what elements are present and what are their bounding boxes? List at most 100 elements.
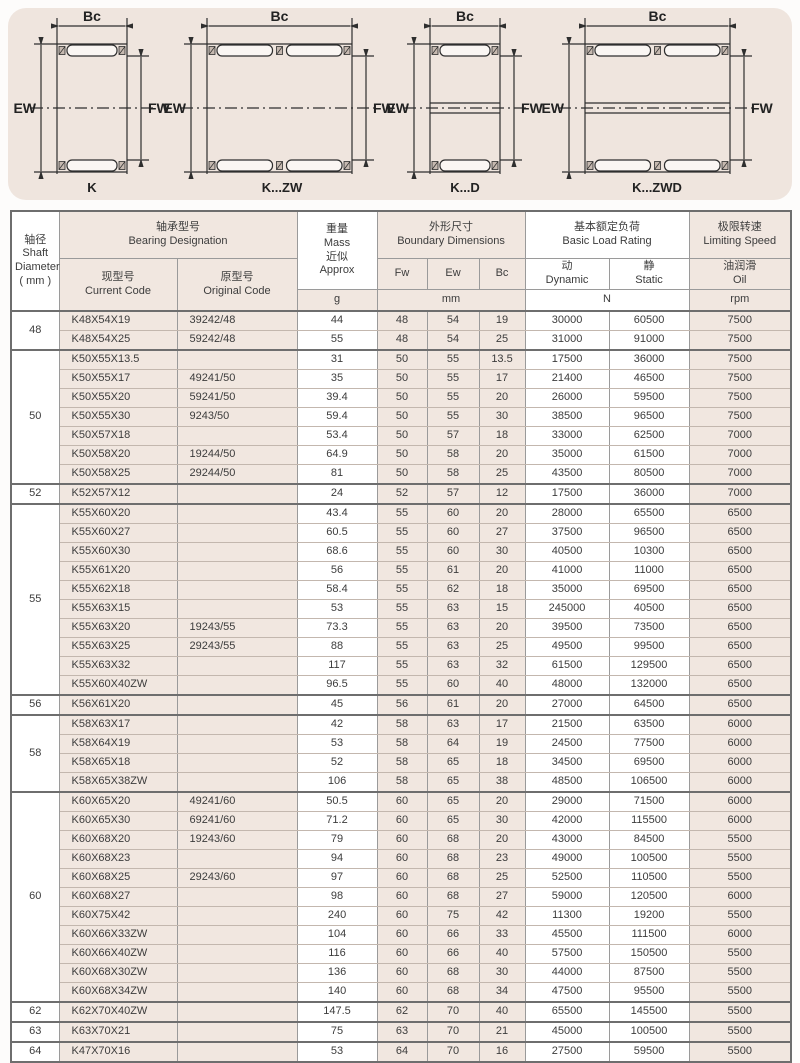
bc-cell: 30 bbox=[478, 963, 526, 983]
fw-cell: 55 bbox=[376, 618, 428, 638]
mass-cell: 104 bbox=[296, 925, 378, 945]
dynamic-load-cell: 48000 bbox=[524, 675, 610, 696]
bc-cell: 20 bbox=[478, 830, 526, 850]
table-row: K50X58X20 19244/50 64.9 50 58 20 35000 61500 700… bbox=[11, 445, 792, 465]
fw-cell: 55 bbox=[376, 637, 428, 657]
current-code-cell: K48X54X25 bbox=[58, 330, 178, 351]
static-load-cell: 150500 bbox=[608, 944, 690, 964]
current-code-cell: K60X66X40ZW bbox=[58, 944, 178, 964]
limiting-speed-cell: 7500 bbox=[688, 349, 792, 370]
bc-cell: 20 bbox=[478, 388, 526, 408]
static-load-cell: 84500 bbox=[608, 830, 690, 850]
original-code-cell bbox=[176, 599, 298, 619]
current-code-cell: K60X66X33ZW bbox=[58, 925, 178, 945]
dynamic-load-cell: 38500 bbox=[524, 407, 610, 427]
mass-cell: 42 bbox=[296, 714, 378, 735]
original-code-cell bbox=[176, 944, 298, 964]
mass-cell: 53 bbox=[296, 599, 378, 619]
mass-cell: 24 bbox=[296, 483, 378, 505]
table-row: K60X68X34ZW 140 60 68 34 47500 95500 5500 bbox=[11, 982, 792, 1003]
ew-cell: 55 bbox=[426, 407, 480, 427]
original-code-cell bbox=[176, 349, 298, 370]
ew-cell: 68 bbox=[426, 982, 480, 1003]
limiting-speed-cell: 6500 bbox=[688, 542, 792, 562]
mass-cell: 53 bbox=[296, 734, 378, 754]
bc-label: Bc bbox=[649, 8, 667, 24]
ew-cell: 66 bbox=[426, 944, 480, 964]
mass-cell: 39.4 bbox=[296, 388, 378, 408]
fw-cell: 60 bbox=[376, 963, 428, 983]
static-load-cell: 60500 bbox=[608, 310, 690, 331]
current-code-cell: K60X65X30 bbox=[58, 811, 178, 831]
fw-cell: 50 bbox=[376, 407, 428, 427]
fw-cell: 55 bbox=[376, 561, 428, 581]
ew-cell: 60 bbox=[426, 675, 480, 696]
current-code-cell: K62X70X40ZW bbox=[58, 1001, 178, 1023]
ew-cell: 62 bbox=[426, 580, 480, 600]
col-header-original-code: 原型号 Original Code bbox=[176, 258, 298, 312]
ew-label: EW bbox=[13, 100, 36, 116]
mass-cell: 58.4 bbox=[296, 580, 378, 600]
mass-cell: 53.4 bbox=[296, 426, 378, 446]
fw-cell: 60 bbox=[376, 944, 428, 964]
current-code-cell: K60X68X20 bbox=[58, 830, 178, 850]
dynamic-load-cell: 45500 bbox=[524, 925, 610, 945]
fw-cell: 58 bbox=[376, 734, 428, 754]
mass-cell: 59.4 bbox=[296, 407, 378, 427]
dynamic-load-cell: 28000 bbox=[524, 503, 610, 524]
col-header-ew: Ew bbox=[426, 258, 480, 290]
current-code-cell: K60X68X30ZW bbox=[58, 963, 178, 983]
static-load-cell: 106500 bbox=[608, 772, 690, 793]
current-code-cell: K58X63X17 bbox=[58, 714, 178, 735]
limiting-speed-cell: 6000 bbox=[688, 714, 792, 735]
col-header-fw: Fw bbox=[376, 258, 428, 290]
fw-label: FW bbox=[751, 100, 774, 116]
original-code-cell: 49241/50 bbox=[176, 369, 298, 389]
dynamic-load-cell: 34500 bbox=[524, 753, 610, 773]
dynamic-load-cell: 59000 bbox=[524, 887, 610, 907]
shaft-diameter-cell: 58 bbox=[10, 714, 60, 793]
mass-cell: 147.5 bbox=[296, 1001, 378, 1023]
ew-cell: 60 bbox=[426, 523, 480, 543]
mass-cell: 35 bbox=[296, 369, 378, 389]
shaft-diameter-cell: 52 bbox=[10, 483, 60, 505]
static-load-cell: 11000 bbox=[608, 561, 690, 581]
fw-cell: 58 bbox=[376, 772, 428, 793]
fw-cell: 58 bbox=[376, 753, 428, 773]
current-code-cell: K50X55X17 bbox=[58, 369, 178, 389]
bc-cell: 20 bbox=[478, 618, 526, 638]
static-load-cell: 77500 bbox=[608, 734, 690, 754]
fw-cell: 48 bbox=[376, 330, 428, 351]
limiting-speed-cell: 5500 bbox=[688, 1041, 792, 1063]
mass-cell: 31 bbox=[296, 349, 378, 370]
static-load-cell: 63500 bbox=[608, 714, 690, 735]
bc-cell: 20 bbox=[478, 561, 526, 581]
mass-cell: 136 bbox=[296, 963, 378, 983]
bc-cell: 20 bbox=[478, 694, 526, 716]
table-row: 60 K60X65X20 49241/60 50.5 60 65 20 29000 71500 6… bbox=[10, 791, 792, 1003]
figure-label: K...ZWD bbox=[632, 180, 682, 195]
bc-cell: 34 bbox=[478, 982, 526, 1003]
mass-cell: 240 bbox=[296, 906, 378, 926]
unit-dimensions-mm: mm bbox=[376, 289, 526, 312]
bc-cell: 30 bbox=[478, 811, 526, 831]
fw-label: FW bbox=[148, 100, 171, 116]
limiting-speed-cell: 7500 bbox=[688, 407, 792, 427]
bc-cell: 16 bbox=[478, 1041, 526, 1063]
static-load-cell: 145500 bbox=[608, 1001, 690, 1023]
table-row: K50X55X20 59241/50 39.4 50 55 20 26000 59500 750… bbox=[11, 388, 792, 408]
ew-cell: 66 bbox=[426, 925, 480, 945]
current-code-cell: K50X55X13.5 bbox=[58, 349, 178, 370]
bc-cell: 27 bbox=[478, 523, 526, 543]
col-header-bearing-designation: 轴承型号 Bearing Designation bbox=[58, 210, 298, 259]
fw-cell: 55 bbox=[376, 542, 428, 562]
fw-cell: 64 bbox=[376, 1041, 428, 1063]
table-row: K55X63X32 117 55 63 32 61500 129500 6500 bbox=[11, 656, 792, 676]
ew-cell: 63 bbox=[426, 599, 480, 619]
static-load-cell: 62500 bbox=[608, 426, 690, 446]
bc-cell: 40 bbox=[478, 1001, 526, 1023]
col-header-dynamic: 动 Dynamic bbox=[524, 258, 610, 290]
bearing-figure: Bc EW FW K...ZW bbox=[163, 8, 395, 195]
mass-cell: 116 bbox=[296, 944, 378, 964]
